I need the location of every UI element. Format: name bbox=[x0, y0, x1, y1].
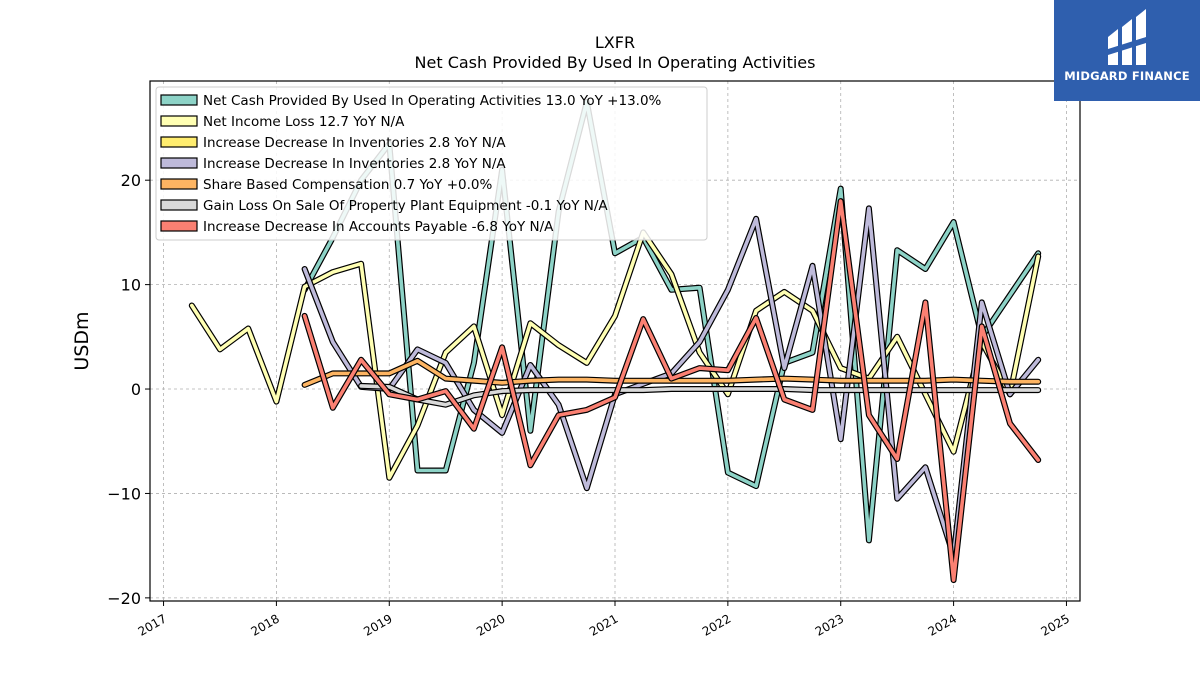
y-axis-label: USDm bbox=[71, 311, 93, 370]
legend-swatch bbox=[160, 136, 198, 148]
x-tick-label: 2018 bbox=[248, 611, 281, 638]
x-tick-label: 2021 bbox=[587, 611, 620, 638]
series-lines bbox=[188, 98, 1042, 584]
series-line-6 bbox=[302, 199, 1040, 582]
x-tick-label: 2017 bbox=[136, 611, 169, 638]
legend-swatch bbox=[160, 199, 198, 211]
legend-label: Gain Loss On Sale Of Property Plant Equi… bbox=[203, 198, 608, 214]
x-tick-label: 2019 bbox=[361, 611, 394, 638]
y-axis: −20 −10 0 10 20 bbox=[107, 171, 150, 608]
legend-box bbox=[155, 86, 708, 241]
y-tick-label: −10 bbox=[107, 484, 141, 503]
x-tick-label: 2024 bbox=[926, 611, 959, 638]
x-axis: 2017 2018 2019 2020 2021 2022 2023 2024 2025 bbox=[136, 601, 1072, 639]
chart-subtitle: Net Cash Provided By Used In Operating A… bbox=[415, 53, 816, 72]
legend-label: Net Income Loss 12.7 YoY N/A bbox=[203, 114, 405, 130]
legend-swatch bbox=[160, 220, 198, 232]
legend-label: Share Based Compensation 0.7 YoY +0.0% bbox=[203, 177, 492, 193]
legend-label: Increase Decrease In Inventories 2.8 YoY… bbox=[203, 135, 506, 151]
x-tick-label: 2020 bbox=[474, 611, 507, 638]
series-line-1 bbox=[190, 230, 1040, 480]
y-tick-label: −20 bbox=[107, 589, 141, 608]
legend-label: Increase Decrease In Accounts Payable -6… bbox=[203, 219, 554, 235]
legend-swatch bbox=[160, 157, 198, 169]
x-tick-label: 2023 bbox=[813, 611, 846, 638]
x-tick-label: 2022 bbox=[700, 611, 733, 638]
x-tick-label: 2025 bbox=[1039, 611, 1072, 638]
brand-name: MIDGARD FINANCE bbox=[1064, 69, 1190, 83]
series-line-0 bbox=[302, 100, 1040, 543]
legend: Net Cash Provided By Used In Operating A… bbox=[155, 86, 708, 241]
logo-mark-icon bbox=[1108, 9, 1146, 65]
legend-swatch bbox=[160, 115, 198, 127]
series-line-5 bbox=[359, 384, 1040, 407]
y-tick-label: 10 bbox=[121, 276, 141, 295]
y-tick-label: 0 bbox=[131, 380, 141, 399]
legend-label: Increase Decrease In Inventories 2.8 YoY… bbox=[203, 156, 506, 172]
y-tick-label: 20 bbox=[121, 171, 141, 190]
brand-logo: MIDGARD FINANCE bbox=[1054, 0, 1200, 101]
legend-label: Net Cash Provided By Used In Operating A… bbox=[203, 93, 662, 109]
legend-swatch bbox=[160, 178, 198, 190]
legend-swatch bbox=[160, 94, 198, 106]
chart-title: LXFR bbox=[595, 33, 635, 52]
